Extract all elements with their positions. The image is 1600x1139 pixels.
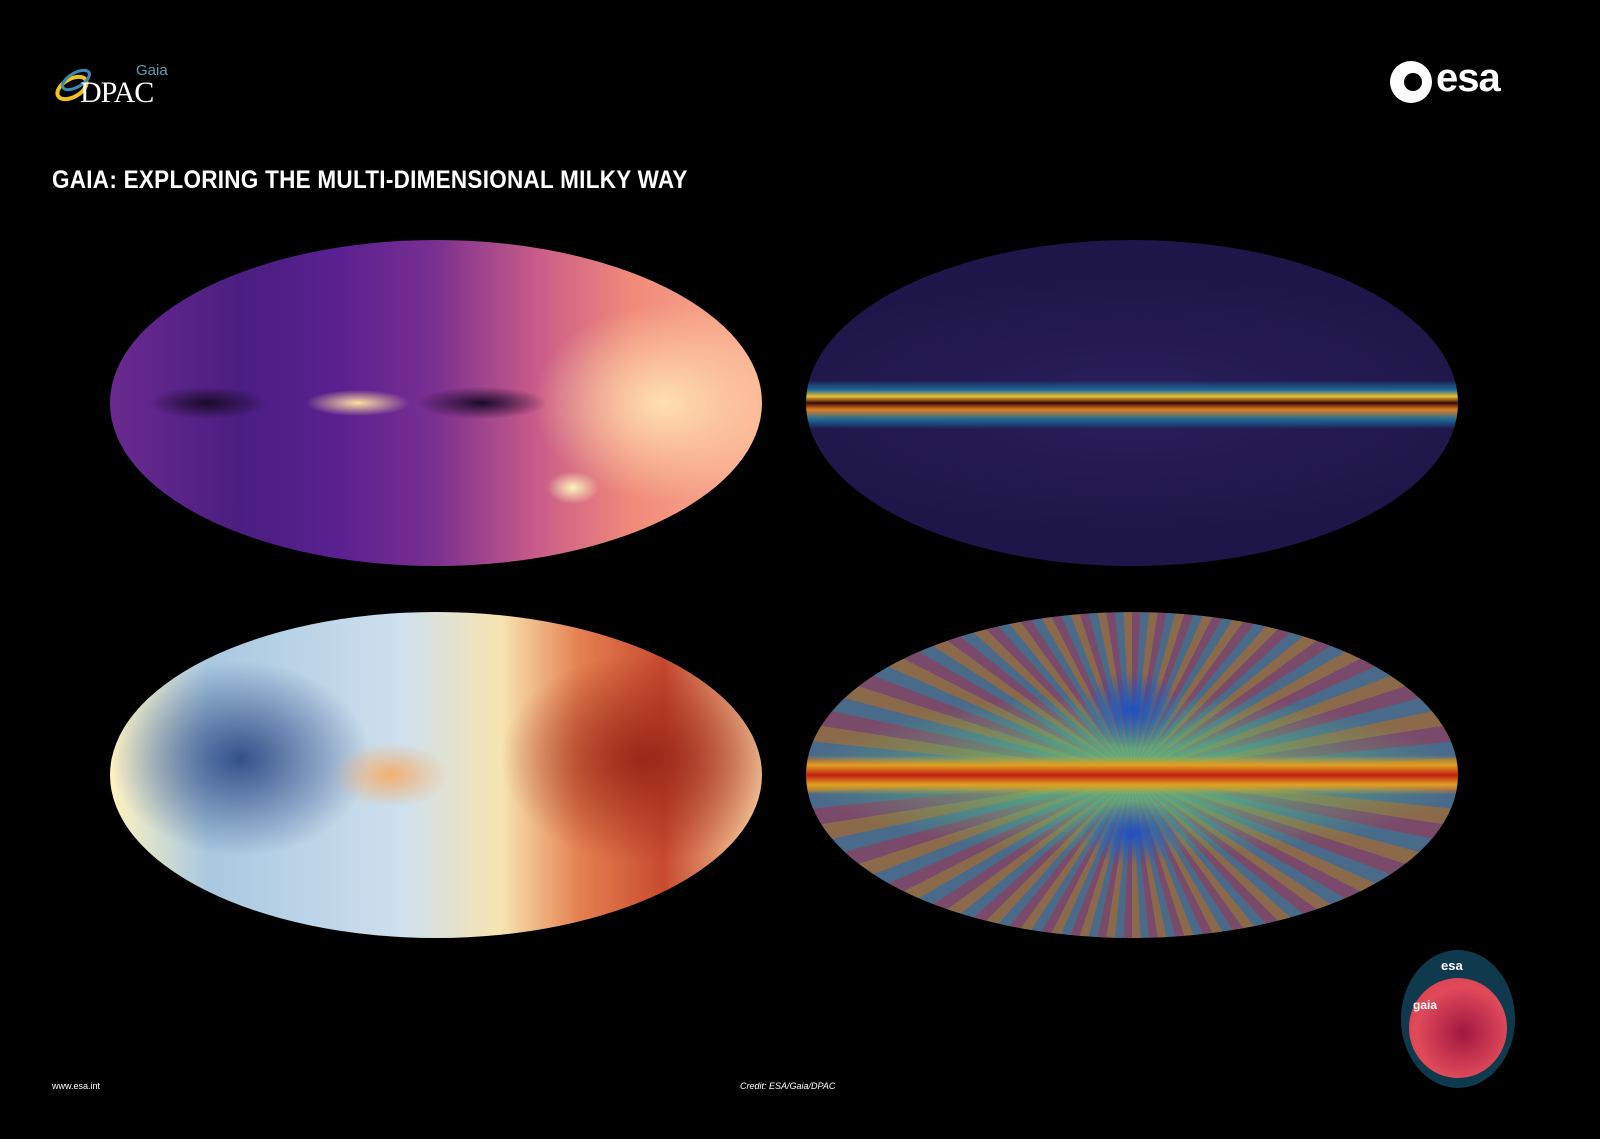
sky-map-star-density (110, 240, 762, 566)
dpac-orbit-icon (55, 68, 91, 102)
gaia-dpac-logo: Gaia DPAC (52, 62, 172, 112)
dpac-logo-gaia: Gaia (136, 62, 168, 79)
gaia-mission-patch: esa gaia (1401, 950, 1515, 1088)
website-url: www.esa.int (52, 1081, 101, 1091)
page-title: GAIA: EXPLORING THE MULTI-DIMENSIONAL MI… (52, 166, 688, 194)
sky-map-radial-velocity (110, 612, 762, 938)
dpac-logo-text: DPAC (80, 76, 154, 109)
patch-esa-text: esa (1441, 958, 1463, 973)
patch-gaia-text: gaia (1413, 998, 1438, 1012)
sky-map-interstellar-dust (806, 240, 1458, 566)
esa-logo-mark-icon (1390, 61, 1432, 103)
sky-map-metallicity (806, 612, 1458, 938)
esa-logo: esa (1390, 56, 1520, 106)
esa-logo-text: esa (1436, 56, 1501, 100)
image-credit: Credit: ESA/Gaia/DPAC (740, 1081, 836, 1091)
gaia-spacecraft-icon (1409, 978, 1507, 1078)
